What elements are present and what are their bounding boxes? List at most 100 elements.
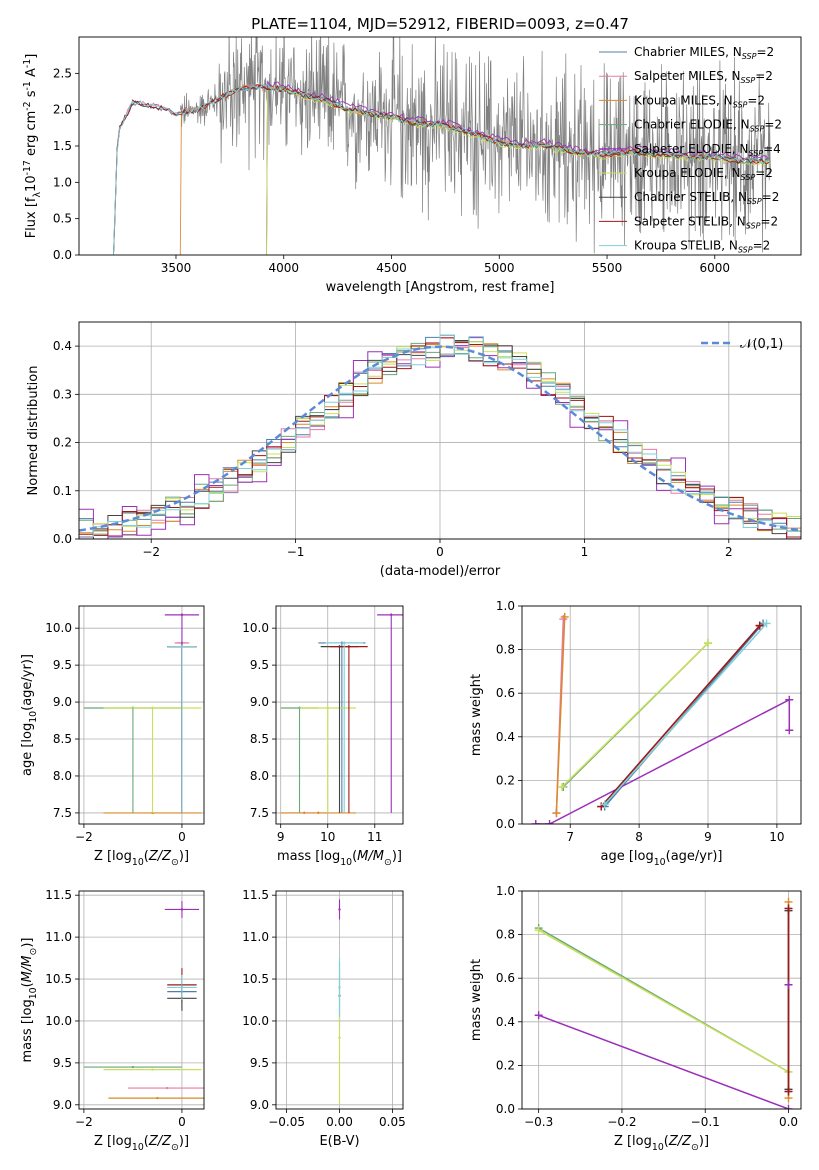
y-tick-label: 1.0 <box>496 884 515 898</box>
x-tick-label: 0 <box>436 545 444 559</box>
x-axis-label: E(B-V) <box>319 1134 359 1149</box>
x-tick-label: 9 <box>704 830 712 844</box>
weight-line-2 <box>555 616 566 814</box>
y-tick-label: 1.0 <box>53 175 72 189</box>
axes-frame <box>521 605 802 825</box>
y-tick-label: 11.5 <box>45 888 72 902</box>
weight-marker <box>534 926 543 935</box>
weight-marker <box>704 639 712 648</box>
weight-marker <box>545 820 554 824</box>
x-tick-label: −0.05 <box>268 1115 305 1129</box>
y-tick-label: 1.5 <box>53 139 72 153</box>
y-tick-label: 0.8 <box>496 928 515 942</box>
y-tick-label: 0.4 <box>53 339 72 353</box>
data-point <box>131 1065 135 1069</box>
y-tick-label: 1.0 <box>496 599 515 613</box>
legend-label: Chabrier MILES, NSSP=2 <box>634 45 774 61</box>
x-axis-label: Z [log10(Z/Z⊙)] <box>94 1134 189 1153</box>
y-tick-label: 10.5 <box>45 972 72 986</box>
data-point <box>151 706 154 710</box>
y-tick-label: 0.3 <box>53 387 72 401</box>
weight-marker <box>785 726 794 735</box>
y-tick-label: 11.5 <box>242 888 269 902</box>
y-axis-label: Flux [fλ10-17 erg cm-2 s-1 A-1] <box>22 54 43 239</box>
y-tick-label: 7.5 <box>53 806 72 820</box>
plot-area <box>338 899 341 1105</box>
plot-area <box>79 334 801 539</box>
plot-area <box>83 901 204 1100</box>
weight-marker <box>755 621 764 630</box>
x-axis-label: Z [log10(Z/Z⊙)] <box>614 1134 709 1153</box>
y-tick-label: 11.0 <box>242 930 269 944</box>
y-tick-label: 10.0 <box>242 621 269 635</box>
y-tick-label: 9.5 <box>53 658 72 672</box>
x-tick-label: −0.2 <box>607 1115 636 1129</box>
y-tick-label: 0.6 <box>496 686 515 700</box>
y-tick-label: 0.0 <box>53 248 72 262</box>
legend-label: Kroupa STELIB, NSSP=2 <box>634 239 770 255</box>
panel-age-mass: 9 10 11 7.5 8.0 8.5 9.0 9.5 10.0 mass [log10(M/M⊙… <box>242 605 404 868</box>
y-tick-label: 0.2 <box>496 1058 515 1072</box>
x-tick-label: 0.00 <box>326 1115 353 1129</box>
y-axis-label: mass [log10(M/M⊙)] <box>20 938 39 1063</box>
y-tick-label: 9.5 <box>53 1056 72 1070</box>
y-tick-label: 7.5 <box>250 806 269 820</box>
y-tick-label: 10.5 <box>242 972 269 986</box>
y-axis-label: mass weight <box>469 674 484 756</box>
data-point <box>338 908 341 911</box>
weight-marker <box>762 619 771 628</box>
weight-line-5 <box>561 642 709 788</box>
panel-mass-ebv: −0.05 0.00 0.05 9.0 9.5 10.0 10.5 11.0 11.5 E(B-V… <box>242 888 405 1149</box>
x-tick-label: −2 <box>142 545 160 559</box>
data-point <box>151 1068 154 1071</box>
y-tick-label: 11.0 <box>45 930 72 944</box>
y-tick-label: 8.0 <box>250 769 269 783</box>
legend-label: Salpeter ELODIE, NSSP=4 <box>634 142 781 158</box>
data-point <box>180 908 184 911</box>
axes-frame <box>78 36 802 256</box>
axes-frame <box>521 890 802 1110</box>
data-point <box>338 986 341 989</box>
y-tick-label: 0.6 <box>496 971 515 985</box>
x-tick-label: −2 <box>75 1115 93 1129</box>
data-point <box>180 613 184 617</box>
plot-area <box>531 612 794 824</box>
y-tick-label: 8.0 <box>53 769 72 783</box>
x-tick-label: −2 <box>75 830 93 844</box>
y-tick-label: 9.0 <box>53 695 72 709</box>
axes-frame <box>78 890 205 1110</box>
weight-marker <box>552 809 561 818</box>
weight-marker <box>560 612 569 621</box>
legend-label: Chabrier STELIB, NSSP=2 <box>634 190 779 206</box>
weight-line-4 <box>535 698 791 824</box>
y-tick-label: 9.0 <box>250 1098 269 1112</box>
x-tick-label: 1 <box>581 545 589 559</box>
plot-area <box>83 613 202 815</box>
data-point <box>347 645 351 648</box>
y-tick-label: 2.5 <box>53 66 72 80</box>
y-tick-label: 0.1 <box>53 484 72 498</box>
x-tick-label: −1 <box>287 545 305 559</box>
y-tick-label: 8.5 <box>250 732 269 746</box>
x-tick-label: 3500 <box>161 261 192 275</box>
x-tick-label: 0.0 <box>779 1115 798 1129</box>
legend-label: Kroupa MILES, NSSP=2 <box>634 93 765 109</box>
model-spectrum-6 <box>113 84 769 255</box>
model-spectrum-5 <box>266 87 770 255</box>
weight-marker <box>785 695 794 704</box>
weight-line-8 <box>604 622 768 805</box>
y-tick-label: 0.2 <box>53 436 72 450</box>
y-tick-label: 0.4 <box>496 730 515 744</box>
y-tick-label: 2.0 <box>53 103 72 117</box>
data-point <box>326 706 329 710</box>
x-tick-label: 5500 <box>592 261 623 275</box>
legend-label: 𝒩(0,1) <box>740 337 783 352</box>
data-point <box>338 1036 341 1039</box>
weight-line-7 <box>600 625 761 808</box>
panel-residuals: −2 −1 0 1 2 0.0 0.1 0.2 0.3 0.4 (data-model)/error… <box>26 321 802 579</box>
x-tick-label: 2 <box>725 545 733 559</box>
panel-age-Z: −2 0 7.5 8.0 8.5 9.0 9.5 10.0 Z [log10(Z/Z⊙)] age… <box>20 605 205 868</box>
y-axis-label: mass weight <box>469 959 484 1041</box>
axes-frame <box>275 605 404 825</box>
panel-weight-Z: −0.3 −0.2 −0.1 0.0 0.0 0.2 0.4 0.6 0.8 1.0 Z [log1… <box>469 884 802 1153</box>
